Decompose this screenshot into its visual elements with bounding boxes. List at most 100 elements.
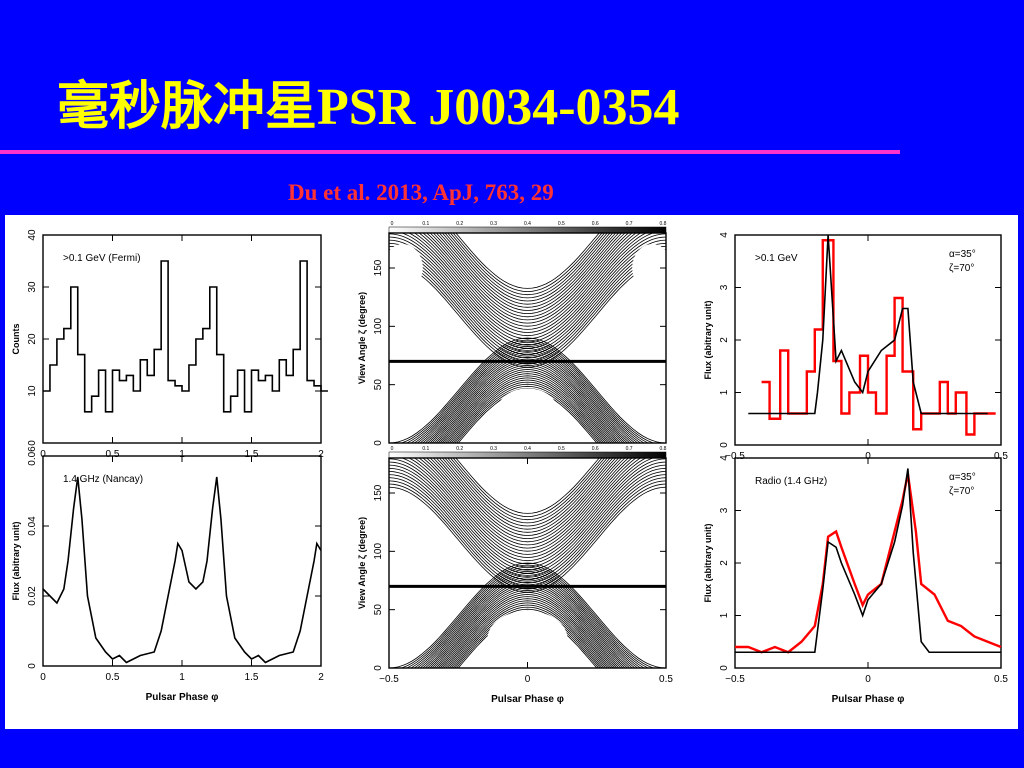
fermi-xtick-label: 1 [179,449,185,460]
radio-model-param: α=35° [949,472,976,483]
gamma-model-ytick-label: 2 [719,337,730,343]
map-bottom-contour-line [416,573,639,668]
map-bottom-contour-line [418,458,637,552]
map-bottom-xtick-label: 0.5 [659,674,673,685]
map-top-contour-line [424,354,631,443]
map-top-contour-line [441,371,614,443]
gamma-model-param: α=35° [949,249,976,260]
map-top-contour-line [439,369,616,443]
map-bottom-contour-line [422,458,633,549]
nancay-xtick-label: 1.5 [245,672,259,683]
map-bottom-contour-line [452,458,603,518]
map-bottom-contour-line [419,575,636,668]
map-bottom-contour-line [448,604,607,668]
map-bottom-contour-line [432,458,623,540]
map-bottom-contour-line [435,458,620,536]
map-top-bright-spot [497,388,558,433]
map-bottom-contour-line [447,458,608,524]
citation: Du et al. 2013, ApJ, 763, 29 [288,180,554,205]
map-top-colorbar [388,226,667,234]
map-top-contour-line [389,246,666,352]
map-top-colorbar-label: 0.3 [490,221,497,227]
map-bottom-contour-line [439,594,616,668]
map-top-contour-line [408,233,647,333]
map-bottom-contour-line [444,458,611,527]
map-bottom-colorbar-label: 0.7 [626,446,633,452]
map-top-contour-line [454,385,601,443]
map-bottom-contour-line [435,589,620,668]
nancay-xlabel: Pulsar Phase φ [146,692,219,703]
map-bottom-ylabel: View Angle ζ (degree) [357,517,367,609]
map-bottom-contour-line [429,583,626,668]
map-top-bright-spot [389,244,423,292]
nancay-ytick-label: 0 [27,663,38,669]
fermi-xtick-label: 0.5 [106,449,120,460]
map-top-contour-line [452,233,603,293]
map-bottom-contour-line [413,570,642,668]
map-top-contour-line [441,233,614,305]
map-top-colorbar-label: 0.4 [524,221,531,227]
map-top-contour-line [452,383,603,443]
map-bottom-colorbar-label: 0 [391,446,394,452]
fermi-ytick-label: 20 [27,333,38,345]
map-bottom-ytick-label: 100 [373,543,384,560]
nancay-ytick-label: 0.02 [27,586,38,606]
map-bottom-ytick-label: 150 [373,484,384,501]
map-top-colorbar-label: 0.8 [660,221,667,227]
slide-title: 毫秒脉冲星PSR J0034-0354 [57,79,680,136]
map-top-contour-line [435,364,620,443]
map-bottom-xlabel: Pulsar Phase φ [491,694,564,705]
radio-model-series-1 [735,468,1001,654]
map-bottom-contour-line [450,606,605,668]
map-bottom-colorbar [388,451,667,459]
radio-model-ytick-label: 1 [719,612,730,618]
map-bottom-contour-line [389,458,666,565]
map-top-colorbar-label: 0.7 [626,221,633,227]
map-bottom-contour-line [389,562,666,668]
fermi-ytick-label: 30 [27,281,38,293]
map-bottom-contour-line [400,564,655,668]
fermi-xtick-label: 0 [40,449,46,460]
map-bottom-contour-line [437,591,618,668]
map-top-contour-line [418,233,637,327]
nancay-ytick-label: 0.06 [27,446,38,466]
map-top-contour-line [432,233,623,315]
map-top-contour-line [389,258,666,365]
map-top-contour-line [444,233,611,302]
map-top-colorbar-label: 0.5 [558,221,565,227]
map-top-contour-line [400,339,655,443]
radio-model-ytick-label: 2 [719,560,730,566]
radio-model-xtick-label: 0.5 [994,674,1008,685]
gamma-model-ytick-label: 0 [719,442,730,448]
map-bottom-colorbar-label: 0.2 [456,446,463,452]
map-top-contour-line [389,252,666,359]
map-top-ytick-label: 0 [373,440,384,446]
map-top-ytick-label: 150 [373,259,384,276]
map-bottom-contour-line [429,458,626,543]
map-bottom-contour-line [389,471,666,577]
map-top-contour-line [446,377,609,443]
gamma-model-ytick-label: 3 [719,284,730,290]
radio-model-xtick-label: 0 [865,674,871,685]
map-top-contour-line [416,348,639,443]
radio-model-annotation: Radio (1.4 GHz) [755,476,827,487]
gamma-model-ytick-label: 1 [719,389,730,395]
gamma-model-ylabel: Flux (abitrary unit) [703,300,713,379]
map-bottom-contour-line [426,458,629,546]
gamma-model-xtick-label: −0.5 [725,451,745,462]
map-top-contour-line [448,379,607,443]
map-top-contour-line [422,233,633,324]
map-top-contour-line [443,373,612,443]
map-bottom-contour-line [449,458,606,521]
map-top-contour-line [433,362,622,443]
map-top-contour-line [389,233,666,340]
map-bottom-contour-line [408,458,647,558]
map-bottom-ytick-label: 50 [373,604,384,616]
map-bottom-contour-line [389,477,666,584]
map-bottom-contour-line [409,568,646,668]
map-bottom-contour-line [452,608,603,668]
map-top-colorbar-label: 0.6 [592,221,599,227]
map-bottom-contour-line [405,566,650,668]
nancay-annotation: 1.4 GHz (Nancay) [63,474,143,485]
